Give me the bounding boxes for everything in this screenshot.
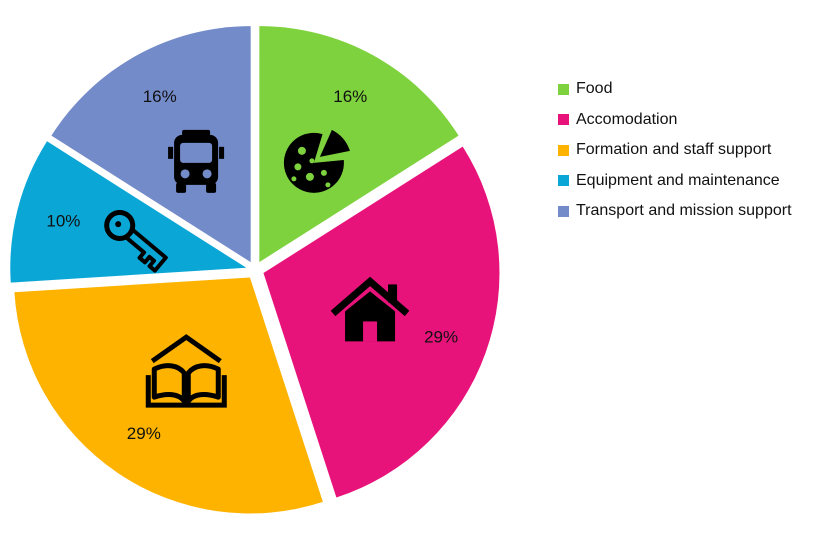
- house-icon: [330, 276, 410, 342]
- legend-swatch: [558, 144, 569, 156]
- key-icon: [104, 209, 168, 273]
- bus-icon: [168, 129, 225, 193]
- legend-item-formation-and-staff-support: Formation and staff support: [558, 135, 792, 166]
- slice-label-equipment-and-maintenance: 10%: [46, 211, 80, 230]
- slice-label-formation-and-staff-support: 29%: [127, 424, 161, 443]
- slice-label-accomodation: 29%: [424, 328, 458, 347]
- legend-item-food: Food: [558, 74, 792, 105]
- legend-item-transport-and-mission-support: Transport and mission support: [558, 196, 792, 227]
- legend: Food Accomodation Formation and staff supp…: [558, 74, 792, 227]
- legend-item-accomodation: Accomodation: [558, 105, 792, 136]
- open-book-icon: [145, 334, 227, 408]
- legend-label: Equipment and maintenance: [576, 171, 780, 189]
- slice-food: [259, 26, 459, 263]
- legend-label: Food: [576, 80, 613, 98]
- pizza-icon: [283, 129, 350, 193]
- legend-item-equipment-and-maintenance: Equipment and maintenance: [558, 166, 792, 197]
- legend-swatch: [558, 114, 569, 126]
- slice-transport-and-mission-support: [51, 26, 251, 263]
- legend-swatch: [558, 205, 569, 217]
- legend-label: Transport and mission support: [576, 202, 792, 220]
- slice-label-transport-and-mission-support: 16%: [143, 87, 177, 106]
- slice-label-food: 16%: [333, 87, 367, 106]
- legend-swatch: [558, 83, 569, 95]
- legend-swatch: [558, 175, 569, 187]
- slice-equipment-and-maintenance: [10, 141, 247, 283]
- legend-label: Formation and staff support: [576, 141, 772, 159]
- legend-label: Accomodation: [576, 110, 678, 128]
